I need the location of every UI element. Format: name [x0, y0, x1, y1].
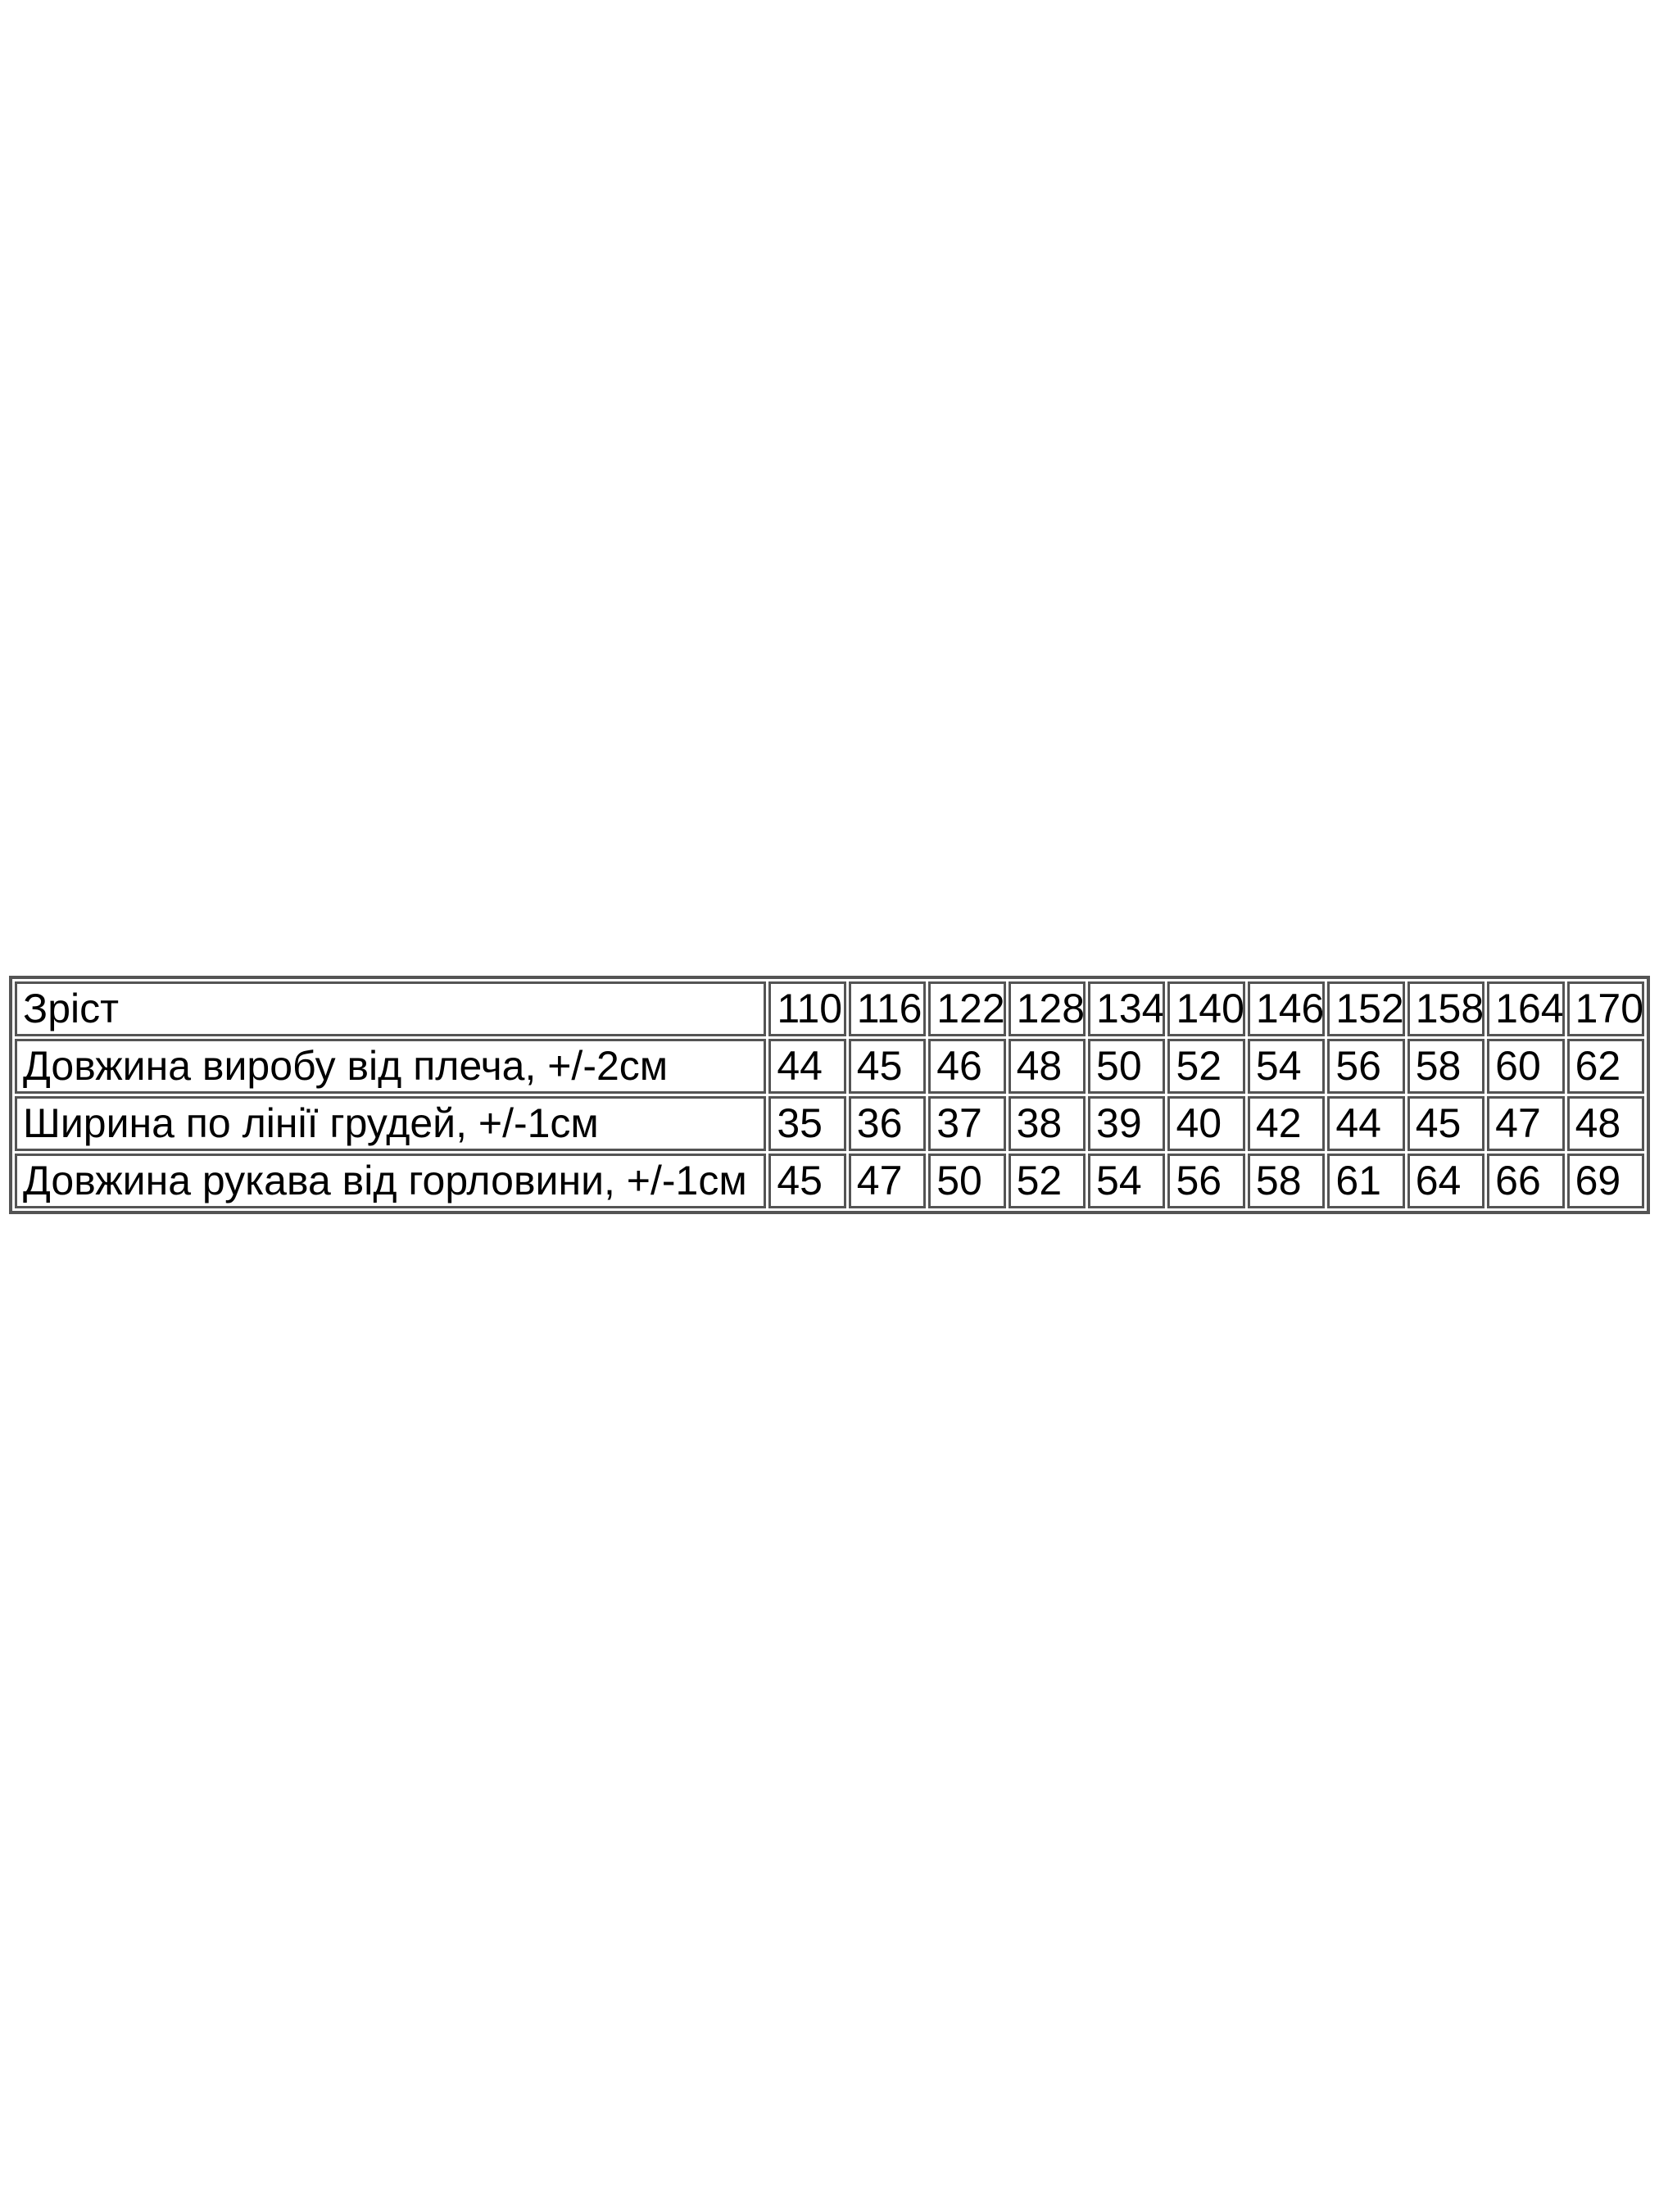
- row-label-height: Зріст: [15, 981, 767, 1036]
- size-header-cell: 164: [1487, 981, 1565, 1036]
- size-value-cell: 66: [1487, 1154, 1565, 1208]
- size-header-cell: 134: [1088, 981, 1166, 1036]
- size-header-cell: 122: [928, 981, 1006, 1036]
- row-label-chest-width: Ширина по лінії грудей, +/-1см: [15, 1096, 767, 1151]
- row-label-product-length: Довжина виробу від плеча, +/-2см: [15, 1039, 767, 1094]
- size-value-cell: 48: [1566, 1096, 1644, 1151]
- size-header-cell: 128: [1008, 981, 1086, 1036]
- size-value-cell: 62: [1566, 1039, 1644, 1094]
- size-value-cell: 52: [1167, 1039, 1245, 1094]
- size-value-cell: 61: [1327, 1154, 1405, 1208]
- size-value-cell: 54: [1247, 1039, 1326, 1094]
- size-value-cell: 64: [1407, 1154, 1485, 1208]
- size-value-cell: 56: [1167, 1154, 1245, 1208]
- size-value-cell: 40: [1167, 1096, 1245, 1151]
- size-value-cell: 58: [1407, 1039, 1485, 1094]
- size-value-cell: 52: [1008, 1154, 1086, 1208]
- size-value-cell: 56: [1327, 1039, 1405, 1094]
- size-value-cell: 48: [1008, 1039, 1086, 1094]
- size-value-cell: 60: [1487, 1039, 1565, 1094]
- size-header-cell: 170: [1566, 981, 1644, 1036]
- size-header-cell: 110: [768, 981, 846, 1036]
- size-value-cell: 46: [928, 1039, 1006, 1094]
- size-value-cell: 69: [1566, 1154, 1644, 1208]
- size-value-cell: 44: [1327, 1096, 1405, 1151]
- size-value-cell: 58: [1247, 1154, 1326, 1208]
- size-chart-table: Зріст 110 116 122 128 134 140 146 152 15…: [9, 976, 1650, 1214]
- size-value-cell: 36: [848, 1096, 927, 1151]
- table-row-sleeve-length: Довжина рукава від горловини, +/-1см 45 …: [15, 1154, 1644, 1208]
- table-row-header: Зріст 110 116 122 128 134 140 146 152 15…: [15, 981, 1644, 1036]
- table-row-product-length: Довжина виробу від плеча, +/-2см 44 45 4…: [15, 1039, 1644, 1094]
- size-value-cell: 39: [1088, 1096, 1166, 1151]
- size-value-cell: 47: [1487, 1096, 1565, 1151]
- size-value-cell: 37: [928, 1096, 1006, 1151]
- size-chart-container: Зріст 110 116 122 128 134 140 146 152 15…: [9, 976, 1650, 1214]
- size-value-cell: 35: [768, 1096, 846, 1151]
- table-row-chest-width: Ширина по лінії грудей, +/-1см 35 36 37 …: [15, 1096, 1644, 1151]
- size-header-cell: 146: [1247, 981, 1326, 1036]
- size-value-cell: 45: [768, 1154, 846, 1208]
- size-value-cell: 45: [1407, 1096, 1485, 1151]
- size-header-cell: 116: [848, 981, 927, 1036]
- size-value-cell: 50: [928, 1154, 1006, 1208]
- size-value-cell: 38: [1008, 1096, 1086, 1151]
- size-header-cell: 158: [1407, 981, 1485, 1036]
- size-value-cell: 42: [1247, 1096, 1326, 1151]
- size-value-cell: 47: [848, 1154, 927, 1208]
- size-header-cell: 140: [1167, 981, 1245, 1036]
- size-value-cell: 50: [1088, 1039, 1166, 1094]
- size-value-cell: 45: [848, 1039, 927, 1094]
- size-value-cell: 44: [768, 1039, 846, 1094]
- size-header-cell: 152: [1327, 981, 1405, 1036]
- row-label-sleeve-length: Довжина рукава від горловини, +/-1см: [15, 1154, 767, 1208]
- size-value-cell: 54: [1088, 1154, 1166, 1208]
